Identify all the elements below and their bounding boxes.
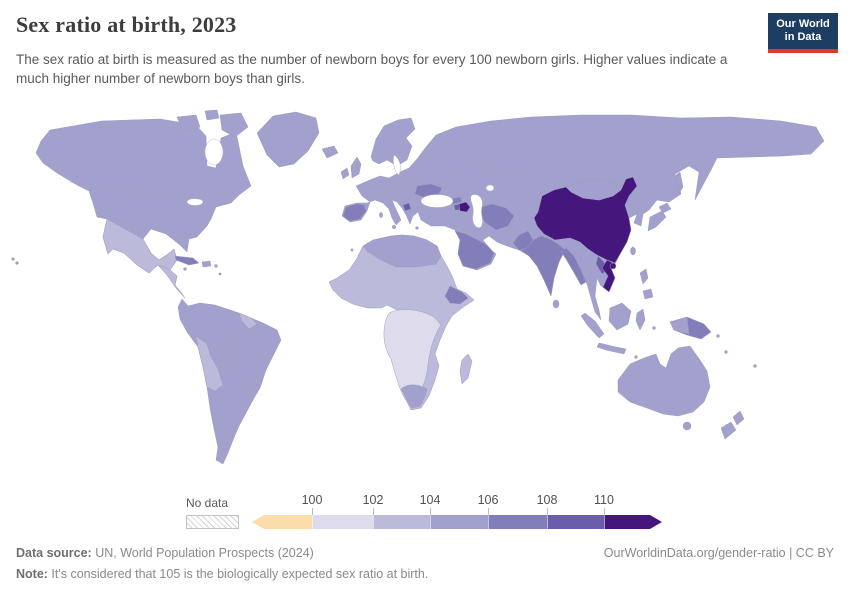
legend-tick-110 [604,508,605,515]
region-central-america[interactable] [157,264,186,299]
region-vanuatu[interactable] [724,350,728,354]
region-united-kingdom[interactable] [350,156,362,179]
region-indonesia[interactable] [580,302,646,355]
legend-tick-106 [488,508,489,515]
region-hispaniola[interactable] [201,260,212,268]
legend-label-106: 106 [477,493,499,507]
hudson-bay [204,138,224,166]
owid-logo-line1: Our World [776,18,830,30]
baltic-sea [393,154,401,176]
legend-bin-below-100[interactable] [252,515,312,529]
region-north-africa[interactable] [362,234,442,268]
region-new-zealand[interactable] [720,410,745,440]
region-peru-bolivia[interactable] [195,335,224,392]
region-fiji[interactable] [753,364,757,368]
legend-no-data-swatch[interactable] [186,515,239,529]
world-map [11,109,825,465]
owid-logo-line2: in Data [784,31,822,43]
region-taiwan[interactable] [630,246,636,256]
legend-label-102: 102 [362,493,384,507]
legend-colorbar [252,515,662,529]
region-sardinia[interactable] [379,212,383,218]
caspian-sea [470,194,483,228]
region-central-southern-africa[interactable] [383,309,442,404]
region-arctic-islands[interactable] [176,109,249,138]
region-sakhalin[interactable] [675,171,684,195]
owid-logo: Our World in Data [768,13,838,53]
legend-bin-100-102[interactable] [312,515,373,529]
legend-label-100: 100 [301,493,323,507]
page-title: Sex ratio at birth, 2023 [16,12,237,37]
legend-tick-104 [430,508,431,515]
legend-bin-102-104[interactable] [373,515,430,529]
region-greenland[interactable] [256,111,320,168]
region-philippines[interactable] [639,268,654,300]
region-jamaica[interactable] [183,267,187,271]
legend-bin-106-108[interactable] [488,515,547,529]
region-tasmania[interactable] [682,421,692,431]
region-maluku[interactable] [652,326,656,330]
legend-bin-108-110[interactable] [547,515,604,529]
note-text: It's considered that 105 is the biologic… [47,567,429,581]
region-azerbaijan[interactable] [458,201,471,213]
region-hawaii-2[interactable] [15,261,19,265]
region-japan[interactable] [647,202,672,232]
region-saudi-arabia[interactable] [454,230,495,270]
legend-bin-104-106[interactable] [430,515,488,529]
region-hawaii[interactable] [11,257,15,261]
legend-no-data-label: No data [186,496,229,510]
country-borders [69,165,527,401]
region-cuba[interactable] [174,255,200,266]
region-south-america[interactable] [177,298,282,465]
region-myanmar[interactable] [560,247,587,286]
note-label: Note: [16,567,48,581]
region-australia[interactable] [617,345,711,417]
legend-label-110: 110 [594,493,614,507]
legend-tick-102 [373,508,374,515]
legend-tick-100 [312,508,313,515]
region-hainan[interactable] [609,262,617,270]
region-canary-islands[interactable] [350,248,354,252]
region-lesser-antilles[interactable] [218,272,222,276]
data-source-label: Data source: [16,546,92,560]
region-ethiopia[interactable] [444,285,469,305]
legend-bin-110-plus[interactable] [604,515,662,529]
region-guyanas[interactable] [238,312,258,330]
legend-label-104: 104 [419,493,441,507]
region-puerto-rico[interactable] [214,264,218,268]
legend-label-108: 108 [536,493,558,507]
region-iceland[interactable] [321,145,339,159]
aral-sea [485,184,495,192]
note-line: Note: It's considered that 105 is the bi… [16,567,428,581]
region-lesser-sunda[interactable] [634,355,638,359]
region-albania[interactable] [402,202,412,212]
region-sicily[interactable] [391,224,397,230]
region-solomon-islands[interactable] [716,334,720,338]
region-mongolia[interactable] [565,178,622,201]
region-crete[interactable] [415,226,419,230]
chart-subtitle: The sex ratio at birth is measured as th… [16,52,728,86]
legend-tick-108 [547,508,548,515]
region-madagascar[interactable] [459,353,473,385]
great-lakes [186,198,204,206]
data-source-text: UN, World Population Prospects (2024) [91,546,314,560]
license-link[interactable]: OurWorldinData.org/gender-ratio | CC BY [603,546,834,560]
region-south-africa[interactable] [400,384,428,409]
region-west-papua[interactable] [669,316,690,335]
region-sri-lanka[interactable] [552,299,560,309]
region-spain[interactable] [342,203,367,222]
region-ireland[interactable] [340,167,350,180]
region-scandinavia[interactable] [370,117,416,167]
black-sea [420,194,454,208]
region-india[interactable] [520,235,566,297]
data-source-line: Data source: UN, World Population Prospe… [16,546,314,560]
